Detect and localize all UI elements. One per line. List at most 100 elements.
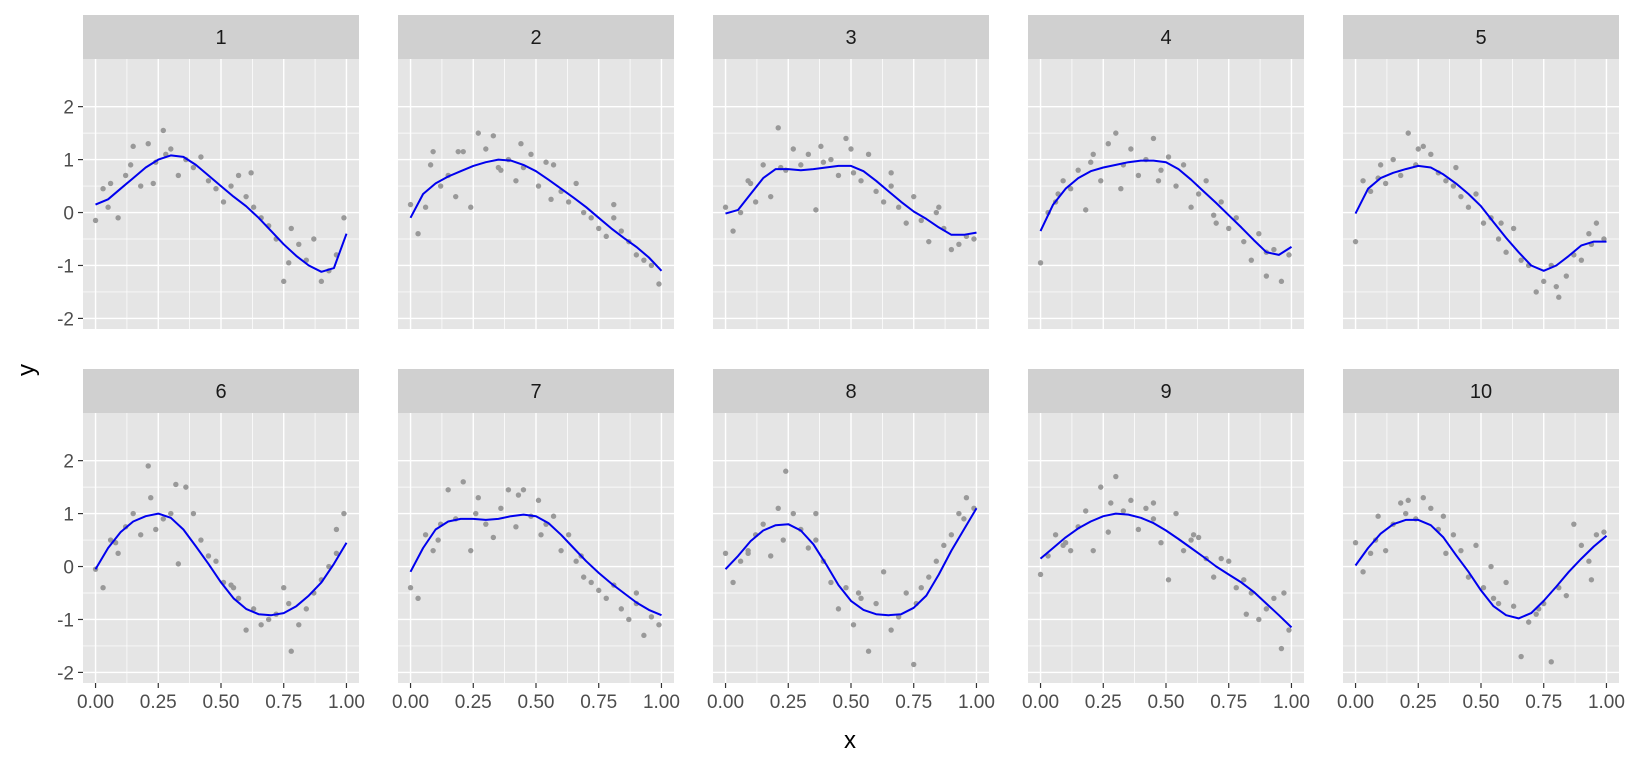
- data-point: [1450, 183, 1457, 189]
- facet-panel-2: 2: [398, 15, 674, 329]
- data-point: [888, 627, 894, 633]
- data-point: [1090, 151, 1096, 157]
- x-tick-label: 1.00: [643, 692, 680, 713]
- data-point: [483, 521, 489, 527]
- data-point: [160, 516, 166, 522]
- data-point: [888, 183, 894, 189]
- data-point: [460, 148, 466, 155]
- data-point: [865, 151, 872, 157]
- data-point: [250, 204, 257, 210]
- data-point: [926, 574, 932, 580]
- data-point: [1352, 238, 1359, 245]
- x-tick-label: 0.25: [1400, 692, 1437, 713]
- data-point: [656, 622, 662, 628]
- data-point: [243, 193, 249, 200]
- data-point: [843, 135, 849, 142]
- data-point: [213, 558, 219, 564]
- facet-panel-10: 10 0.00 0.25 0.50 0.75 1.00: [1337, 369, 1625, 713]
- data-point: [1428, 151, 1434, 157]
- data-point: [453, 193, 459, 200]
- data-point: [1210, 212, 1217, 218]
- data-point: [1593, 220, 1600, 226]
- data-point: [520, 487, 527, 493]
- data-point: [1360, 178, 1366, 184]
- x-tick-label: 0.75: [580, 692, 617, 713]
- data-point: [611, 201, 617, 208]
- data-point: [483, 146, 489, 152]
- facet-strip: [1343, 369, 1619, 413]
- data-point: [550, 513, 557, 519]
- facet-panel-3: 3: [713, 15, 989, 329]
- data-point: [888, 170, 894, 176]
- data-point: [1188, 204, 1194, 210]
- data-point: [1113, 473, 1119, 480]
- data-point: [1578, 542, 1585, 549]
- facet-panel-9: 9 0.00 0.25 0.50 0.75 1.00: [1022, 369, 1310, 713]
- data-point: [122, 172, 129, 179]
- data-point: [903, 220, 909, 226]
- data-point: [641, 257, 647, 263]
- data-point: [1173, 510, 1179, 517]
- data-point: [1360, 569, 1366, 575]
- data-point: [1218, 555, 1224, 562]
- data-point: [153, 526, 159, 533]
- data-point: [286, 260, 292, 266]
- data-point: [1390, 156, 1396, 163]
- data-point: [648, 614, 655, 620]
- facet-strip-label: 9: [1160, 381, 1171, 403]
- data-point: [130, 143, 136, 150]
- data-point: [848, 146, 854, 152]
- data-point: [895, 204, 902, 210]
- data-point: [513, 178, 519, 184]
- smooth-line: [1039, 159, 1293, 256]
- facet-panels: 1 -2 -1 0 1 2 2 3 4 5 6 -2 -1 0 1 2 0.00 0.25 0.50 0.75 1.00…: [57, 15, 1625, 713]
- data-point: [805, 151, 812, 157]
- data-point: [430, 148, 436, 155]
- smooth-line: [725, 164, 977, 236]
- data-point: [168, 146, 174, 152]
- data-point: [956, 241, 962, 247]
- data-point: [850, 170, 857, 176]
- data-point: [1165, 154, 1172, 160]
- data-point: [835, 606, 842, 612]
- facet-strip: [83, 15, 359, 59]
- data-point: [1286, 252, 1292, 258]
- y-tick-label: -1: [57, 610, 74, 631]
- data-point: [407, 201, 414, 208]
- data-point: [92, 217, 99, 224]
- data-point: [1083, 508, 1089, 514]
- data-point: [1453, 164, 1459, 171]
- data-point: [296, 622, 302, 628]
- data-point: [633, 590, 640, 596]
- data-point: [528, 151, 534, 157]
- smooth-line: [724, 507, 978, 617]
- data-point: [633, 252, 640, 258]
- data-point: [565, 199, 572, 205]
- data-point: [1601, 236, 1607, 242]
- data-point: [752, 199, 759, 205]
- data-point: [1120, 508, 1127, 514]
- data-point: [1128, 146, 1134, 152]
- data-point: [498, 505, 504, 511]
- data-point: [455, 148, 461, 155]
- data-point: [961, 516, 967, 522]
- data-point: [148, 495, 154, 501]
- data-point: [1405, 497, 1411, 504]
- data-point: [760, 521, 766, 527]
- data-point: [435, 537, 441, 543]
- data-point: [1195, 534, 1202, 541]
- data-point: [535, 497, 542, 504]
- data-point: [1083, 207, 1089, 213]
- data-point: [1150, 516, 1157, 522]
- data-point: [1443, 178, 1449, 184]
- data-point: [855, 590, 862, 596]
- data-point: [626, 616, 632, 623]
- data-point: [1367, 188, 1374, 195]
- smooth-line: [1354, 518, 1608, 620]
- data-point: [1498, 220, 1504, 226]
- data-point: [115, 550, 121, 556]
- data-point: [183, 484, 189, 490]
- data-point: [911, 193, 917, 200]
- data-point: [1403, 510, 1409, 517]
